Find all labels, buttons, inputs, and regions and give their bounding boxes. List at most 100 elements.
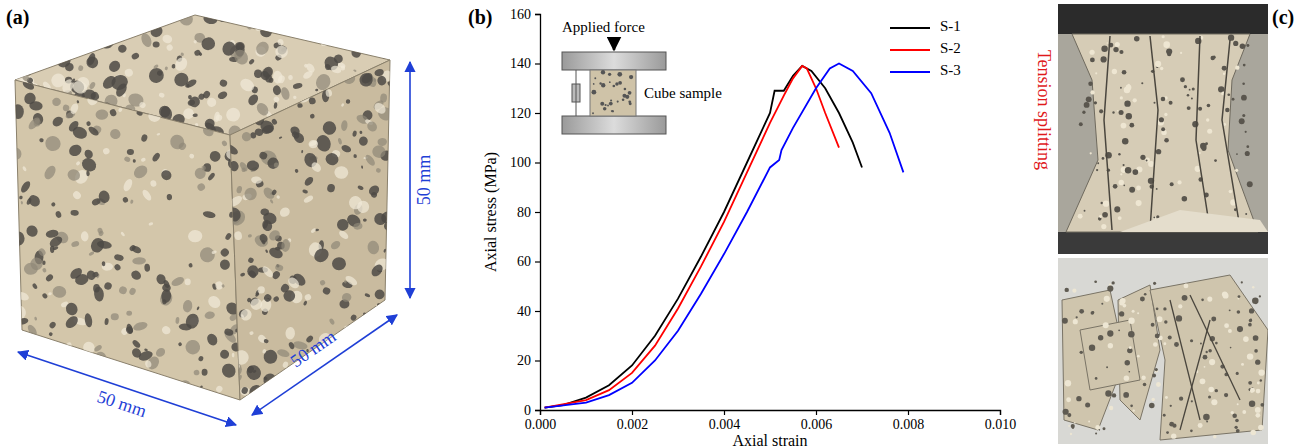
photo-speckle bbox=[1118, 153, 1120, 155]
granite-speckle bbox=[359, 46, 366, 53]
photo-speckle bbox=[1237, 326, 1243, 332]
photo-speckle bbox=[1148, 161, 1154, 167]
y-tick: 0 bbox=[524, 403, 540, 418]
granite-speckle bbox=[227, 194, 243, 209]
granite-speckle bbox=[141, 77, 157, 92]
photo-speckle bbox=[1088, 420, 1090, 422]
granite-speckle bbox=[42, 267, 47, 273]
granite-speckle bbox=[37, 247, 47, 257]
granite-speckle bbox=[130, 199, 134, 204]
granite-speckle bbox=[89, 34, 93, 37]
granite-speckle bbox=[301, 150, 303, 153]
photo-speckle bbox=[1076, 316, 1078, 318]
granite-speckle bbox=[374, 68, 385, 77]
photo-speckle bbox=[1184, 283, 1189, 288]
photo-speckle bbox=[1094, 280, 1097, 283]
y-tick-mark bbox=[535, 261, 540, 262]
photo-speckle bbox=[1206, 118, 1209, 121]
granite-speckle bbox=[118, 44, 127, 53]
photo-speckle bbox=[1257, 382, 1260, 385]
panel-label: (c) bbox=[1272, 6, 1294, 29]
granite-speckle bbox=[328, 23, 336, 34]
photo-speckle bbox=[1153, 102, 1155, 104]
granite-speckle bbox=[148, 23, 164, 39]
y-tick: 120 bbox=[510, 106, 540, 121]
granite-speckle bbox=[141, 188, 153, 202]
granite-speckle bbox=[86, 171, 90, 177]
photo-speckle bbox=[1132, 310, 1135, 313]
granite-speckle bbox=[173, 55, 190, 73]
granite-speckle bbox=[129, 269, 142, 282]
granite-speckle bbox=[297, 103, 303, 108]
granite-speckle bbox=[33, 50, 44, 58]
photo-speckle bbox=[1245, 131, 1247, 133]
granite-speckle bbox=[260, 25, 272, 38]
granite-speckle bbox=[355, 374, 360, 379]
granite-speckle bbox=[277, 375, 289, 386]
granite-speckle bbox=[59, 385, 63, 390]
photo-speckle bbox=[1168, 335, 1172, 339]
granite-speckle bbox=[140, 157, 146, 162]
y-tick-mark bbox=[535, 311, 540, 312]
photo-speckle bbox=[1084, 210, 1086, 212]
granite-speckle bbox=[352, 130, 357, 137]
granite-speckle bbox=[168, 133, 186, 151]
photo-speckle bbox=[1238, 295, 1241, 298]
granite-speckle bbox=[135, 27, 138, 29]
granite-speckle bbox=[286, 275, 301, 290]
granite-speckle bbox=[271, 22, 284, 35]
legend-label: S-1 bbox=[940, 18, 961, 34]
granite-speckle bbox=[144, 264, 150, 272]
photo-speckle bbox=[1236, 153, 1238, 155]
granite-speckle bbox=[98, 230, 105, 237]
granite-speckle bbox=[332, 257, 346, 271]
granite-speckle bbox=[206, 293, 223, 310]
photo-speckle bbox=[1102, 212, 1108, 218]
photo-speckle bbox=[1213, 435, 1217, 439]
photo-speckle bbox=[1109, 406, 1113, 410]
granite-speckle bbox=[262, 349, 278, 365]
granite-speckle bbox=[187, 95, 202, 110]
granite-speckle bbox=[45, 229, 59, 239]
granite-speckle bbox=[29, 341, 39, 350]
granite-speckle bbox=[50, 202, 56, 208]
photo-speckle bbox=[1113, 47, 1118, 52]
granite-speckle bbox=[304, 16, 315, 26]
photo-speckle bbox=[1107, 330, 1113, 336]
crack bbox=[1222, 40, 1240, 228]
photo-speckle bbox=[1242, 410, 1246, 414]
inset: Applied forceCube sample bbox=[562, 19, 722, 134]
granite-speckle bbox=[120, 231, 125, 237]
granite-speckle bbox=[126, 367, 136, 376]
photo-speckle bbox=[1200, 378, 1206, 384]
photo-speckle bbox=[1098, 335, 1103, 340]
granite-speckle bbox=[314, 72, 326, 83]
granite-speckle bbox=[289, 65, 308, 84]
granite-speckle bbox=[325, 89, 333, 98]
granite-speckle bbox=[76, 25, 86, 35]
granite-speckle bbox=[206, 395, 214, 403]
dimension-label: 50 mm bbox=[414, 155, 434, 206]
x-tick-label: 0.008 bbox=[893, 417, 925, 432]
y-tick: 140 bbox=[510, 56, 540, 71]
photo-speckle bbox=[1089, 345, 1095, 351]
photo-speckle bbox=[1241, 281, 1243, 283]
granite-speckle bbox=[47, 34, 53, 40]
photo-speckle bbox=[1120, 87, 1122, 89]
photo-speckle bbox=[1189, 89, 1191, 91]
granite-speckle bbox=[341, 120, 349, 132]
photo-speckle bbox=[1115, 42, 1120, 47]
photo-speckle bbox=[1073, 319, 1078, 324]
x-tick-label: 0.000 bbox=[525, 417, 557, 432]
photo-speckle bbox=[1179, 397, 1183, 401]
granite-speckle bbox=[320, 379, 330, 389]
photo-speckle bbox=[1119, 313, 1121, 315]
photo-speckle bbox=[1112, 111, 1114, 113]
granite-speckle bbox=[93, 284, 100, 293]
granite-speckle bbox=[78, 65, 84, 72]
photo-speckle bbox=[1156, 149, 1161, 154]
granite-speckle bbox=[148, 222, 153, 226]
y-tick: 80 bbox=[517, 205, 540, 220]
granite-speckle bbox=[34, 316, 37, 320]
granite-speckle bbox=[303, 175, 315, 187]
